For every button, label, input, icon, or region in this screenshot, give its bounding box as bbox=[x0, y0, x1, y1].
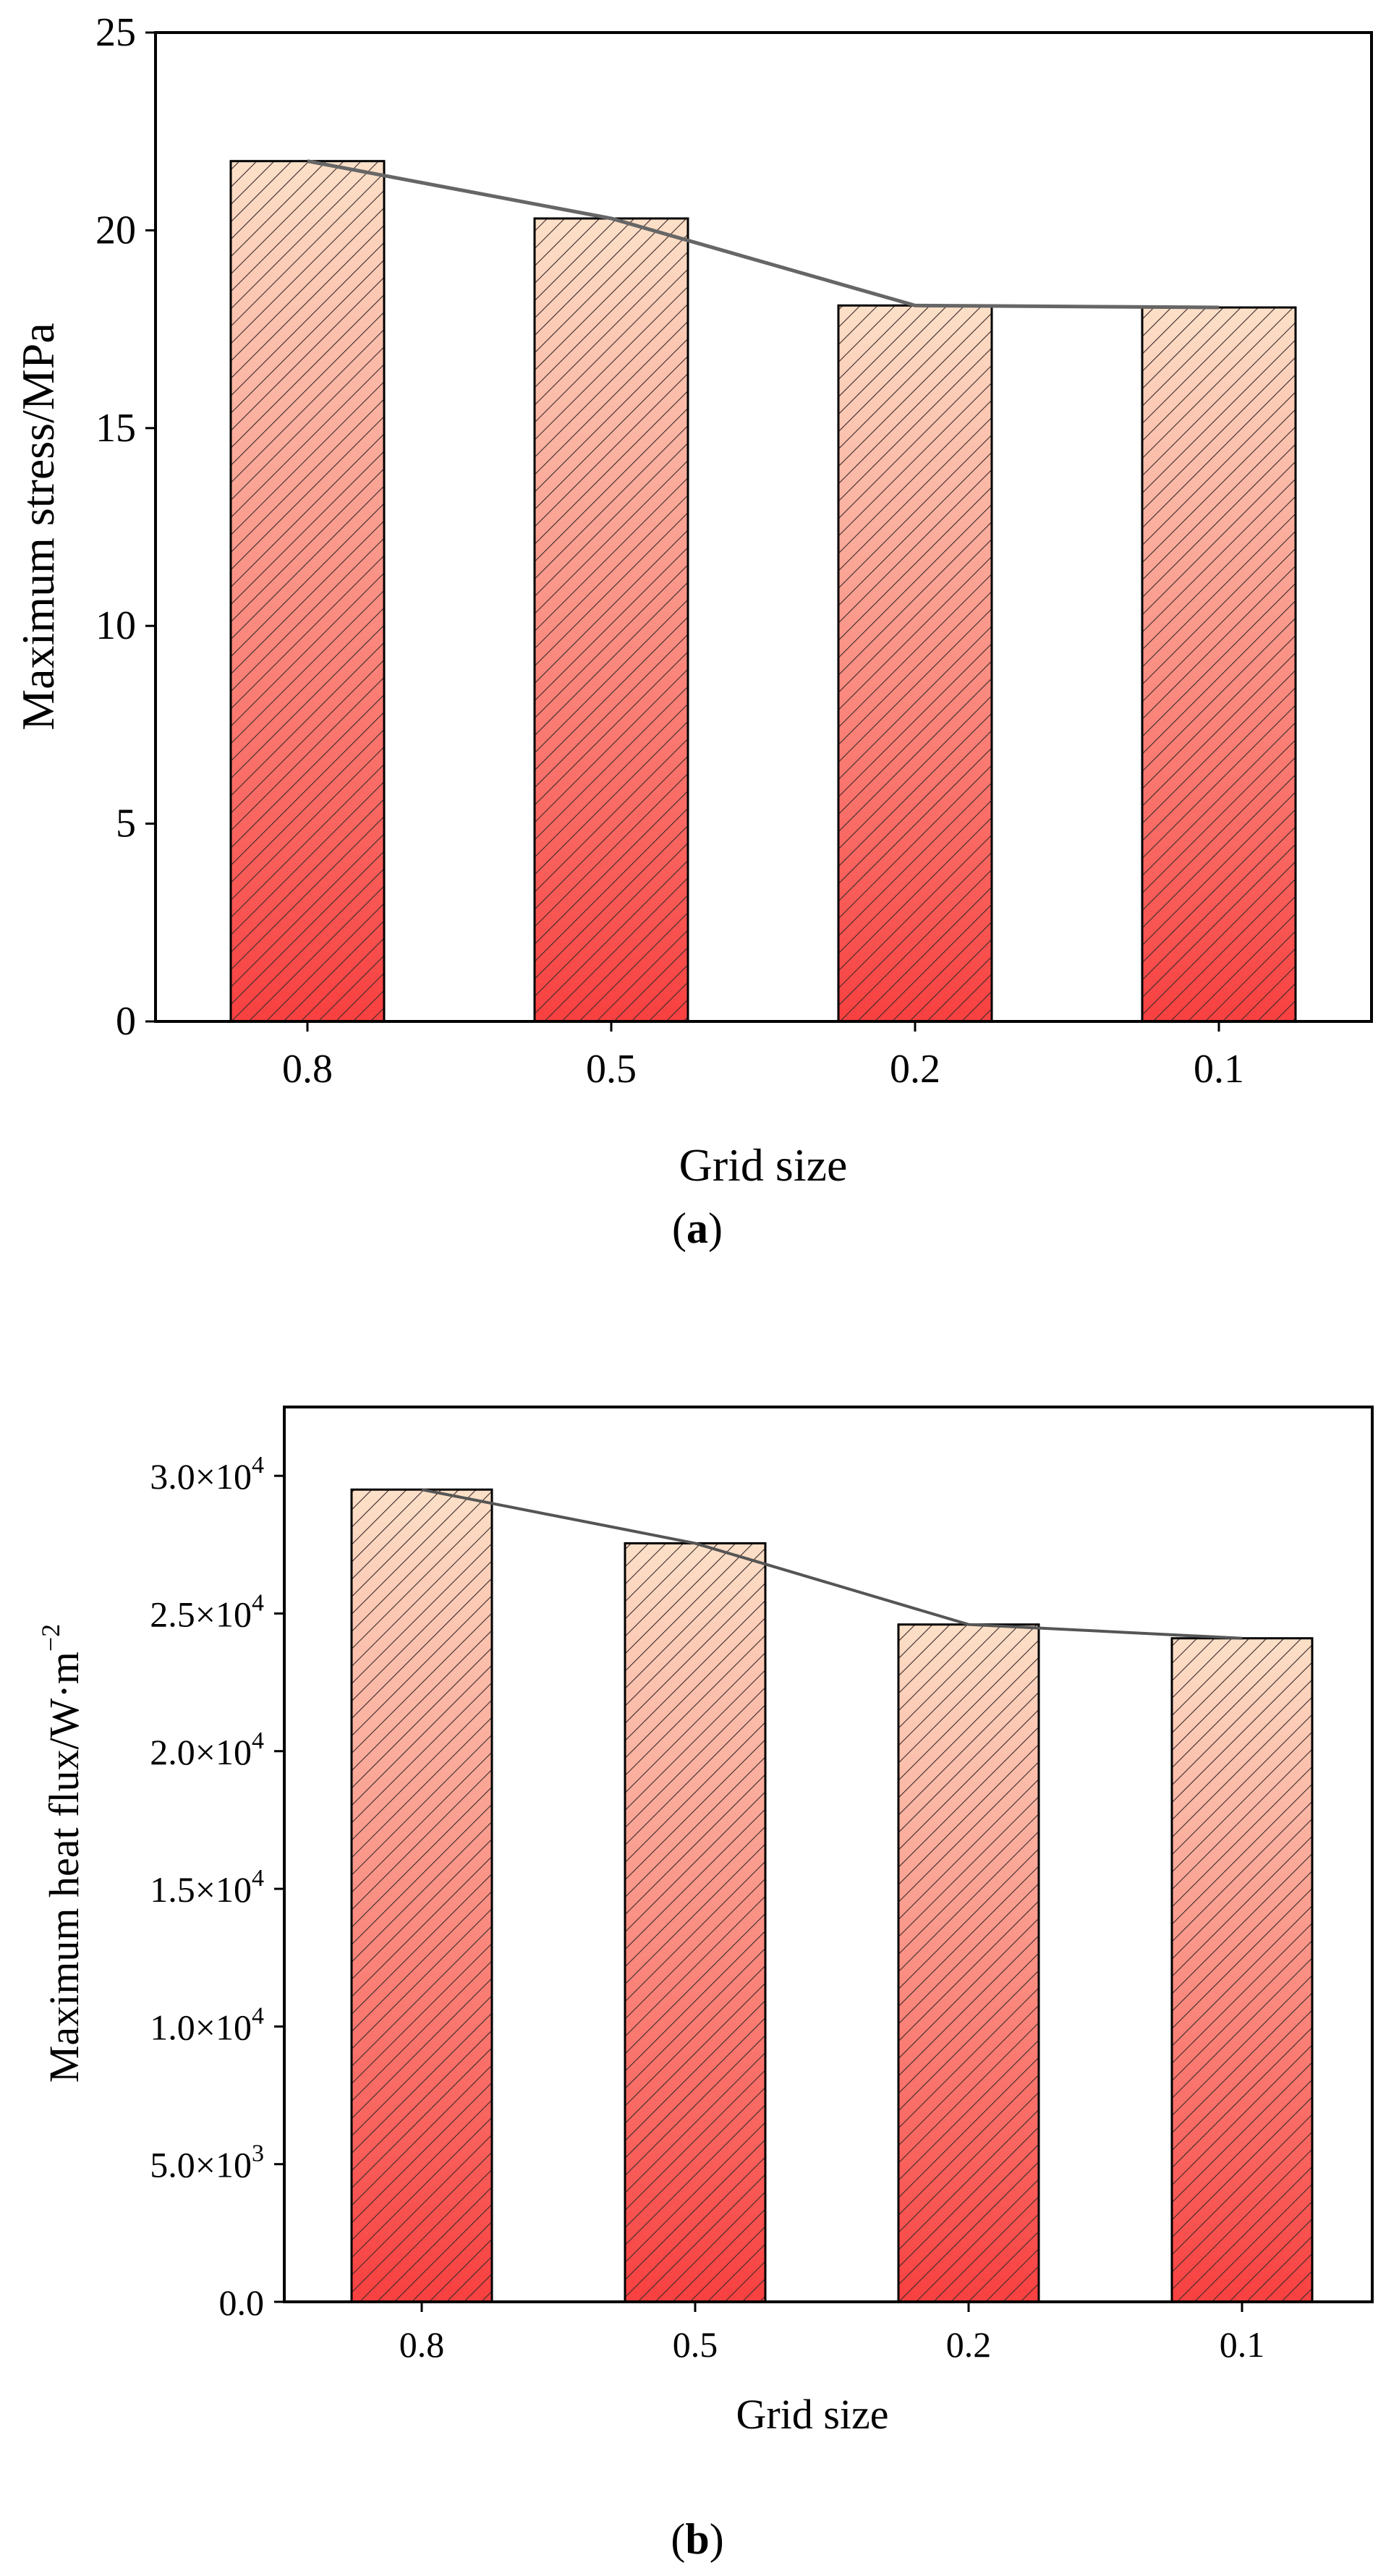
bar-hatch bbox=[1141, 306, 1297, 1023]
chart-a-x-axis-label: Grid size bbox=[679, 1139, 848, 1191]
y-tick-label: 5 bbox=[116, 802, 136, 846]
chart-b-y-ticks: 0.0 5.0×103 1.0×104 1.5×104 2.0×104 2.5×104 3.… bbox=[150, 1452, 284, 2323]
bar-hatch bbox=[533, 217, 689, 1023]
chart-b-x-axis-label: Grid size bbox=[736, 2391, 889, 2438]
y-tick-label: 3.0×104 bbox=[150, 1452, 264, 1497]
bar-hatch bbox=[229, 160, 386, 1023]
x-tick-label: 0.8 bbox=[399, 2324, 445, 2365]
bar-0.1 bbox=[1170, 1637, 1314, 2303]
y-tick-label: 10 bbox=[95, 603, 136, 648]
bar-0.8 bbox=[350, 1488, 493, 2303]
bar-hatch bbox=[897, 1623, 1040, 2303]
x-tick-label: 0.1 bbox=[1194, 1047, 1244, 1092]
y-tick-label: 2.0×104 bbox=[150, 1727, 264, 1772]
x-tick-label: 0.5 bbox=[673, 2324, 718, 2365]
bar-0.8 bbox=[229, 160, 386, 1023]
chart-a-bars bbox=[229, 160, 1297, 1023]
bar-hatch bbox=[624, 1542, 767, 2303]
chart-a-trend-line bbox=[307, 159, 1220, 310]
chart-a-panel-label: (a) bbox=[672, 1204, 723, 1252]
x-tick-label: 0.2 bbox=[890, 1047, 940, 1092]
chart-a-frame bbox=[154, 31, 1373, 1023]
y-tick-label: 2.5×104 bbox=[150, 1589, 264, 1634]
chart-a-y-ticks: 0 5 10 15 20 25 bbox=[95, 10, 156, 1044]
y-tick-label: 0.0 bbox=[219, 2282, 265, 2323]
chart-b: 0.0 5.0×103 1.0×104 1.5×104 2.0×104 2.5×104 3.… bbox=[36, 1406, 1374, 2563]
x-tick-label: 0.5 bbox=[586, 1047, 637, 1092]
y-tick-label: 1.5×104 bbox=[150, 1865, 264, 1910]
bar-0.2 bbox=[897, 1623, 1040, 2303]
chart-b-bars bbox=[350, 1488, 1314, 2303]
chart-a: 0 5 10 15 20 25 0.8 0.5 0.2 0.1 Grid size Maximu… bbox=[12, 10, 1373, 1252]
x-tick-label: 0.2 bbox=[946, 2324, 992, 2365]
bar-0.5 bbox=[624, 1542, 767, 2303]
chart-b-panel-label: (b) bbox=[671, 2515, 723, 2563]
bar-hatch bbox=[1170, 1637, 1314, 2303]
y-tick-label: 15 bbox=[95, 406, 136, 451]
bar-hatch bbox=[837, 304, 993, 1023]
x-tick-label: 0.1 bbox=[1220, 2324, 1265, 2365]
chart-a-y-axis-label: Maximum stress/MPa bbox=[12, 323, 64, 731]
x-tick-label: 0.8 bbox=[282, 1047, 333, 1092]
chart-b-trend-line bbox=[421, 1488, 1243, 1640]
chart-b-frame bbox=[283, 1406, 1374, 2303]
bar-0.5 bbox=[533, 217, 689, 1023]
bar-hatch bbox=[350, 1488, 493, 2303]
bar-0.1 bbox=[1141, 306, 1297, 1023]
y-tick-label: 1.0×104 bbox=[150, 2002, 264, 2047]
chart-b-y-axis-label: Maximum heat flux/W·m−2 bbox=[36, 1624, 88, 2083]
chart-b-x-ticks: 0.8 0.5 0.2 0.1 bbox=[399, 2302, 1265, 2365]
bar-0.2 bbox=[837, 304, 993, 1023]
y-tick-label: 0 bbox=[116, 999, 136, 1044]
chart-a-x-ticks: 0.8 0.5 0.2 0.1 bbox=[282, 1021, 1244, 1092]
y-tick-label: 25 bbox=[95, 10, 136, 55]
y-tick-label: 5.0×103 bbox=[150, 2141, 264, 2185]
y-tick-label: 20 bbox=[95, 208, 136, 252]
